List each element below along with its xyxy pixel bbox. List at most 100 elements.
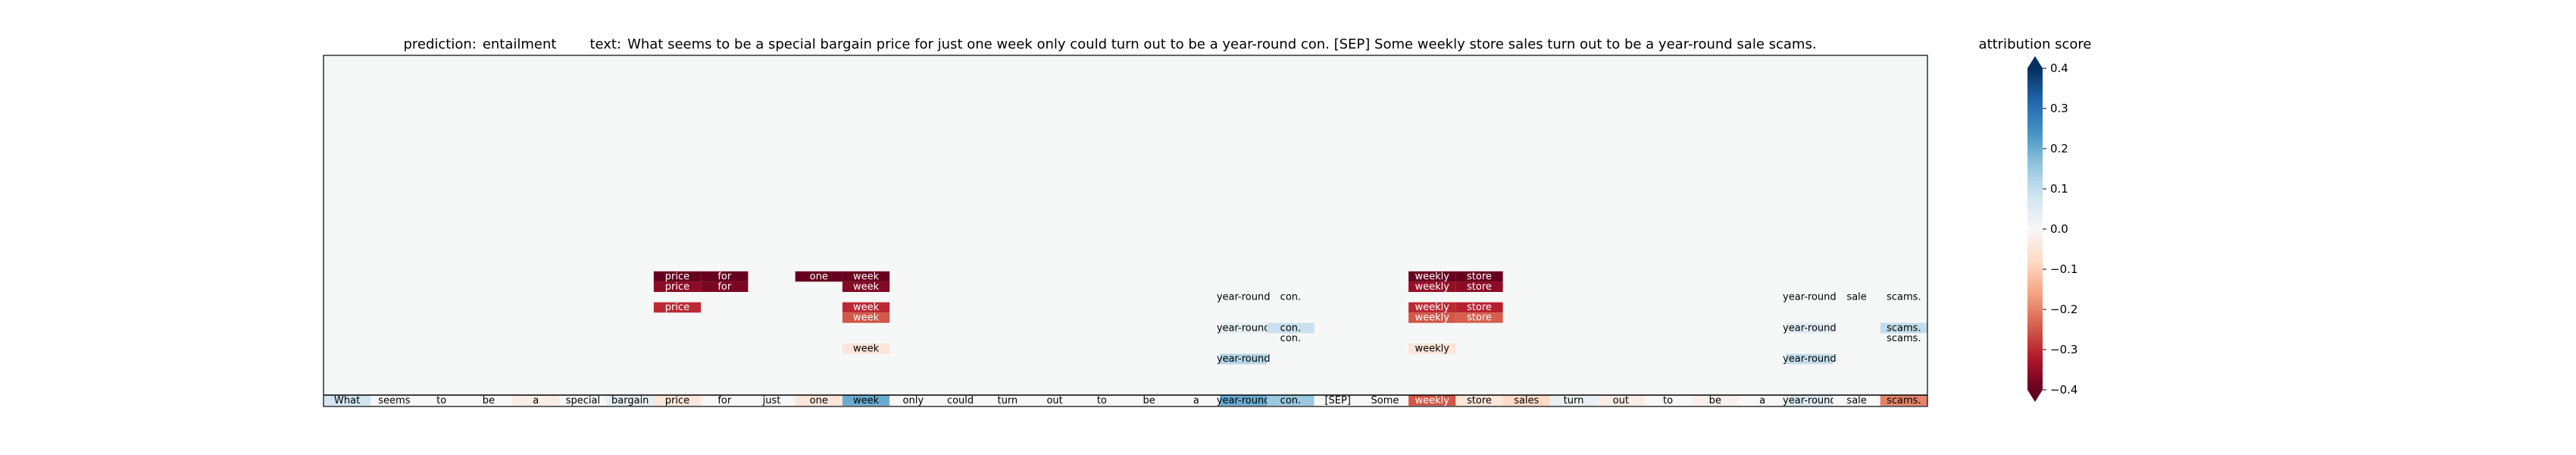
base-cell (936, 395, 984, 406)
colorbar-ticks: 0.4 0.3 0.2 0.1 0.0 −0.1 −0.2 −0.3 −0.4 (2043, 61, 2077, 397)
heatmap-cell (1267, 322, 1315, 334)
cell-label: scams. (1887, 322, 1921, 334)
token-label: a (1193, 395, 1199, 406)
token-label: turn (1564, 395, 1584, 406)
cell-label: year-round (1217, 292, 1271, 303)
token-label: turn (997, 395, 1018, 406)
colorbar (2027, 68, 2043, 390)
token-label: bargain (611, 395, 649, 406)
title-text-label: text: (589, 36, 621, 52)
colorbar-tick-label: −0.2 (2050, 303, 2077, 316)
cell-label: week (853, 281, 880, 293)
colorbar-label: attribution score (1979, 36, 2092, 52)
token-label: for (717, 395, 732, 406)
cell-label: weekly (1415, 302, 1449, 313)
chart-title: prediction: entailment text: What seems to … (403, 36, 1816, 52)
base-cell (1314, 395, 1361, 406)
token-label: con. (1280, 395, 1301, 406)
base-cell (1220, 395, 1268, 406)
cell-label: one (810, 271, 828, 282)
base-cell (653, 395, 702, 406)
cell-label: week (853, 271, 880, 282)
token-label: could (947, 395, 974, 406)
colorbar-tick-label: −0.1 (2050, 262, 2077, 276)
base-cell (1455, 395, 1503, 406)
token-label: out (1613, 395, 1629, 406)
heatmap-cell (653, 302, 702, 313)
base-cell (1408, 395, 1456, 406)
base-cell (559, 395, 607, 406)
cell-label: scams. (1887, 292, 1921, 303)
token-label: one (810, 395, 828, 406)
token-label: to (436, 395, 446, 406)
base-cell (464, 395, 513, 406)
base-cell (324, 395, 371, 406)
plot-area (324, 55, 1927, 406)
token-label: Some (1371, 395, 1399, 406)
token-label: only (903, 395, 924, 406)
heatmap-cell (1786, 322, 1834, 334)
base-cell (1502, 395, 1550, 406)
token-label: sale (1846, 395, 1866, 406)
cell-label: week (853, 312, 880, 324)
title-prediction: entailment (483, 36, 557, 52)
heatmap-cell (701, 271, 749, 282)
title-prediction-label: prediction: (403, 36, 476, 52)
heatmap-cell (1408, 302, 1456, 313)
token-label: be (483, 395, 495, 406)
base-cell (1644, 395, 1692, 406)
token-label: out (1046, 395, 1062, 406)
token-label: sales (1514, 395, 1539, 406)
colorbar-tick-label: 0.0 (2050, 222, 2068, 236)
base-cell (512, 395, 560, 406)
heatmap-cell (1408, 281, 1456, 292)
cell-label: weekly (1415, 281, 1449, 293)
cell-label: year-round (1783, 353, 1837, 365)
heatmap-cell (1408, 271, 1456, 282)
base-cell (842, 395, 890, 406)
token-label: seems (378, 395, 410, 406)
cell-label: store (1467, 312, 1492, 324)
base-cell (606, 395, 654, 406)
token-label: be (1709, 395, 1721, 406)
token-label: a (533, 395, 539, 406)
base-cell (1786, 395, 1834, 406)
heatmap-cell (842, 302, 890, 313)
token-label: year-round (1783, 395, 1837, 406)
plot-frame (323, 55, 1928, 407)
base-cell (1549, 395, 1598, 406)
colorbar-extend-max (2027, 56, 2043, 68)
token-label: to (1097, 395, 1107, 406)
base-cell (1267, 395, 1315, 406)
heatmap-cell (1455, 281, 1503, 292)
base-cell (370, 395, 418, 406)
heatmap-cell (842, 344, 890, 354)
cell-label: weekly (1415, 312, 1449, 324)
cell-label: store (1467, 302, 1492, 313)
token-label: price (665, 395, 689, 406)
cell-label: scams. (1887, 333, 1921, 344)
base-cell (1833, 395, 1880, 406)
base-token-row: What seems to be a special bargain price for just… (324, 395, 1927, 406)
token-label: year-round (1217, 395, 1271, 406)
colorbar-tick-label: 0.4 (2050, 61, 2068, 75)
token-label: special (566, 395, 600, 406)
cell-label: year-round (1217, 322, 1271, 334)
cell-label: for (717, 281, 732, 293)
base-cell (795, 395, 843, 406)
base-cell (1030, 395, 1079, 406)
token-label: [SEP] (1324, 395, 1350, 406)
token-label: store (1467, 395, 1492, 406)
base-cell (1125, 395, 1173, 406)
cell-label: con. (1280, 322, 1301, 334)
cell-label: con. (1280, 333, 1301, 344)
heatmap-cell (1408, 312, 1456, 323)
token-label: scams. (1887, 395, 1921, 406)
base-cell (1361, 395, 1409, 406)
base-cell (1172, 395, 1221, 406)
cell-label: weekly (1415, 344, 1449, 355)
token-label: a (1759, 395, 1765, 406)
heatmap-cell (1220, 353, 1268, 365)
heatmap-cell (1455, 271, 1503, 282)
